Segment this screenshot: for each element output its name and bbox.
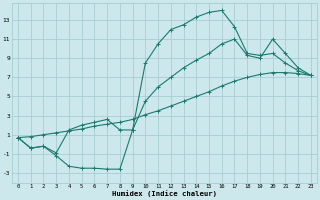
X-axis label: Humidex (Indice chaleur): Humidex (Indice chaleur) [112, 190, 217, 197]
